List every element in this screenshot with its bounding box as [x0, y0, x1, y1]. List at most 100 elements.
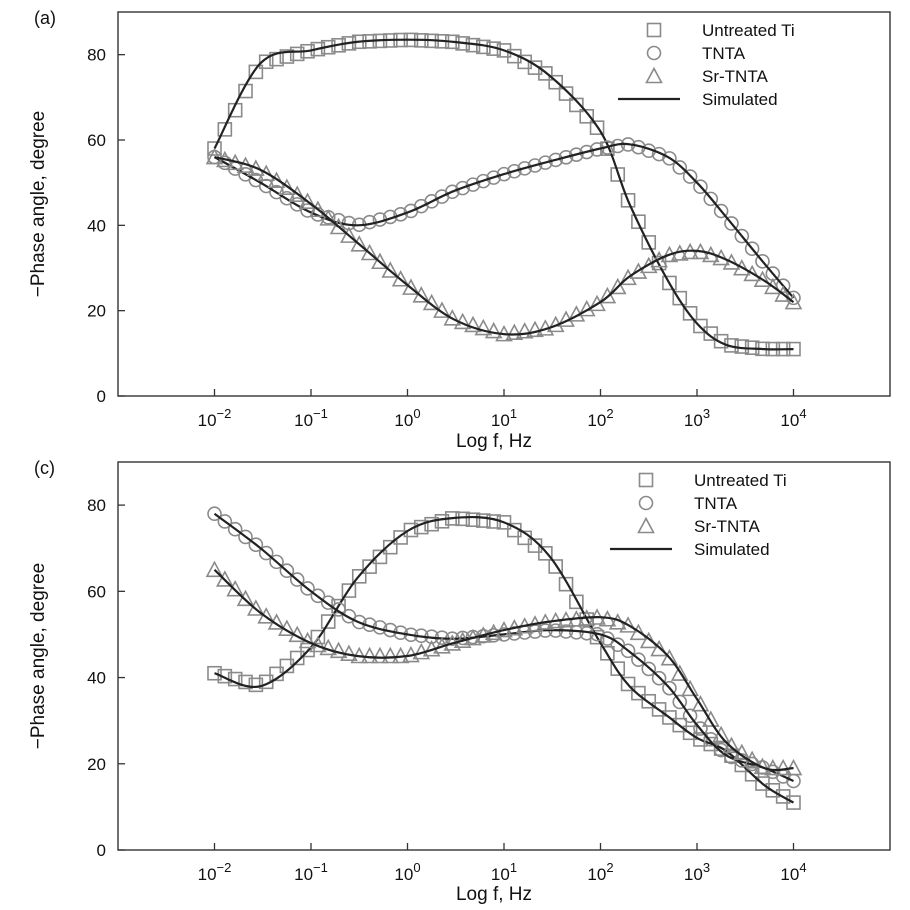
data-point-marker [258, 545, 274, 561]
data-point-marker [662, 710, 677, 725]
data-point-marker [641, 235, 657, 250]
legend-marker-square [646, 22, 662, 38]
data-point-marker [412, 286, 431, 303]
data-point-marker [247, 599, 265, 616]
data-point-marker [682, 306, 698, 321]
data-point-marker [786, 795, 801, 810]
data-point-marker [763, 277, 782, 295]
data-point-marker [691, 695, 710, 712]
data-point-marker [744, 241, 760, 256]
data-point-marker [329, 217, 348, 235]
data-point-marker [443, 309, 462, 326]
data-point-marker [310, 629, 326, 645]
data-point-marker [713, 333, 729, 349]
data-point-marker [743, 264, 761, 282]
data-point-marker [579, 109, 595, 124]
data-point-marker [238, 529, 253, 545]
data-point-marker [672, 717, 688, 733]
y-tick-label: 80 [87, 496, 106, 515]
data-point-marker [650, 639, 668, 657]
data-point-marker [207, 665, 222, 681]
simulated-line [213, 568, 794, 772]
data-point-marker [610, 167, 626, 182]
data-point-marker [693, 318, 708, 334]
data-point-marker [236, 589, 255, 607]
data-point-marker [351, 614, 367, 630]
data-point-marker [662, 680, 677, 696]
data-point-marker [329, 641, 348, 659]
data-point-marker [651, 702, 667, 717]
data-point-marker [701, 710, 720, 727]
legend-label: Untreated Ti [702, 21, 795, 40]
data-point-marker [724, 749, 739, 765]
data-point-marker [371, 252, 389, 270]
data-point-marker [476, 173, 491, 189]
y-tick-label: 40 [87, 216, 106, 235]
data-point-marker [216, 570, 234, 587]
data-point-marker [703, 326, 719, 341]
y-axis-title: −Phase angle, degree [28, 563, 49, 749]
legend-label: TNTA [694, 494, 738, 513]
data-point-marker [391, 270, 410, 287]
x-tick-label: 101 [491, 406, 517, 430]
data-point-marker [526, 320, 544, 338]
simulated-line [213, 512, 794, 783]
data-point-marker [381, 261, 400, 278]
data-point-marker [476, 513, 491, 528]
data-point-marker [641, 693, 657, 709]
data-point-marker [548, 152, 563, 168]
data-point-marker [360, 646, 379, 664]
legend-marker-circle [646, 45, 662, 61]
data-point-marker [569, 97, 584, 113]
data-point-marker [247, 159, 265, 176]
data-point-marker [672, 290, 688, 306]
data-point-marker [610, 661, 626, 676]
data-point-marker [393, 530, 408, 545]
series-untreated-ti [207, 32, 801, 357]
data-point-marker [600, 645, 615, 661]
data-point-marker [207, 141, 222, 156]
data-point-marker [310, 588, 326, 604]
data-point-marker [257, 164, 276, 181]
data-point-marker [217, 514, 233, 529]
data-point-marker [732, 259, 751, 276]
x-tick-label: 10−1 [294, 406, 328, 430]
data-point-marker [403, 522, 419, 538]
data-point-marker [227, 521, 243, 537]
data-point-marker [205, 147, 224, 165]
data-point-marker [309, 200, 327, 218]
data-point-marker [238, 674, 253, 690]
data-point-marker [298, 192, 317, 209]
data-point-marker [598, 286, 617, 304]
x-tick-label: 102 [587, 406, 613, 430]
data-point-marker [455, 180, 470, 196]
y-tick-label: 80 [87, 46, 106, 65]
data-point-marker [464, 315, 482, 333]
data-point-marker [465, 177, 481, 192]
x-tick-label: 104 [780, 860, 806, 884]
data-point-marker [548, 74, 563, 90]
data-point-marker [619, 616, 637, 633]
y-tick-label: 20 [87, 302, 106, 321]
data-point-marker [755, 254, 770, 269]
x-axis-title: Log f, Hz [456, 884, 532, 905]
data-point-marker [279, 563, 295, 579]
data-point-marker [505, 323, 524, 340]
data-point-marker [496, 166, 512, 182]
data-point-marker [558, 576, 574, 592]
data-point-marker [734, 228, 750, 244]
data-point-marker [672, 694, 688, 710]
data-point-marker [629, 623, 648, 641]
data-point-marker [682, 169, 698, 184]
data-point-marker [620, 643, 636, 659]
series-sr-tnta [205, 560, 803, 776]
data-point-marker [693, 732, 708, 747]
legend-label: Untreated Ti [694, 471, 787, 490]
simulated-line [214, 515, 795, 804]
data-point-marker [538, 66, 553, 81]
data-point-marker [579, 144, 595, 160]
data-point-marker [350, 235, 369, 252]
data-point-marker [784, 292, 803, 310]
data-point-marker [360, 243, 379, 261]
